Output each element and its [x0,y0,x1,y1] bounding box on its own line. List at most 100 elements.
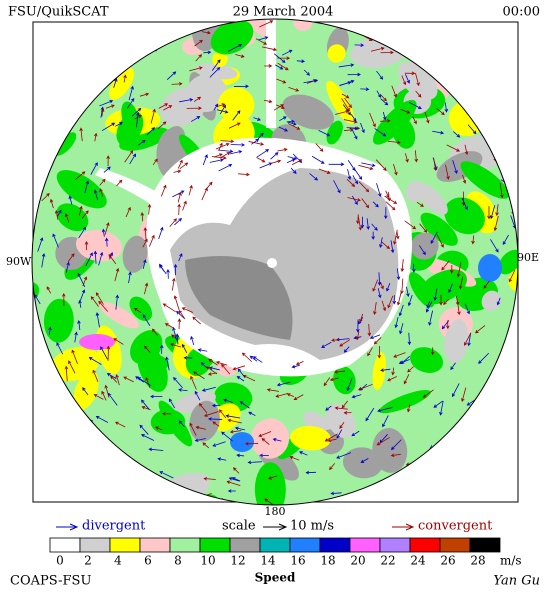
wind-arrow [134,115,142,120]
wind-arrow [237,368,246,378]
wind-arrow [104,237,109,247]
wind-arrow [351,430,360,437]
wind-arrow [414,150,419,163]
wind-arrow [366,218,370,230]
speed-patch [50,346,100,382]
wind-arrow [303,69,310,76]
wind-arrow [432,130,445,135]
wind-arrow [354,43,365,47]
wind-arrow [287,123,301,130]
wind-arrow [142,314,151,326]
colorbar-tick-label: 2 [84,554,92,568]
wind-arrow [238,172,250,177]
wind-arrow [218,163,233,172]
speed-patch [444,197,485,235]
wind-arrow [82,276,88,287]
wind-arrow [371,231,375,240]
wind-arrow [186,106,202,110]
map-border [31,18,519,506]
colorbar-swatch [169,537,201,553]
speed-patch [410,347,444,373]
wind-arrow [141,399,150,410]
wind-arrow [158,103,169,109]
wind-arrow [461,197,468,211]
speed-patch [282,94,334,130]
divergent-label: divergent [82,519,146,534]
wind-arrow [467,332,472,347]
wind-arrow [203,50,212,55]
wind-arrow [197,348,208,352]
wind-arrow [433,157,438,172]
wind-arrow [490,205,496,220]
wind-arrow [449,265,454,274]
wind-arrow [464,144,469,156]
wind-arrow [230,143,246,147]
colorbar-tick-label: 14 [260,554,276,568]
wind-arrow [135,376,145,383]
wind-arrow [412,116,417,125]
speed-patch [212,50,228,68]
wind-arrow [139,424,149,435]
colorbar-tick-label: 0 [56,554,64,568]
wind-arrow [426,300,431,309]
wind-arrow [359,313,364,323]
wind-arrow [173,263,178,275]
wind-arrow [236,453,245,458]
speed-patch [333,366,356,395]
wind-arrow [338,63,355,68]
wind-arrow [177,318,182,330]
wind-arrow [384,195,398,204]
wind-arrow [95,312,100,328]
divergent-arrow-head [69,523,79,531]
wind-arrow [269,159,282,165]
wind-arrow [168,398,176,409]
speed-patch [79,334,115,350]
wind-arrow [452,131,461,138]
wind-arrow [329,377,339,382]
wind-arrow [74,331,78,343]
speed-patch [414,182,448,215]
wind-arrow [217,457,227,461]
wind-arrow [471,235,475,245]
wind-arrow [336,429,343,439]
wind-arrow [248,141,265,146]
wind-arrow [200,362,208,369]
wind-arrow [424,111,430,124]
wind-arrow [136,111,140,128]
wind-arrow [325,405,332,411]
wind-arrow [404,220,417,230]
wind-arrow [128,85,134,101]
wind-arrow [195,425,206,430]
wind-arrow [295,360,304,366]
wind-arrow [139,92,150,97]
speed-patch [75,229,123,262]
colorbar-swatch [49,537,81,553]
wind-arrow [405,153,409,163]
wind-arrow [78,299,82,308]
speed-patch [158,126,186,165]
wind-arrow [252,356,263,363]
wind-arrow [384,207,388,220]
wind-arrow [177,203,181,216]
wind-arrow [379,237,383,249]
wind-arrow [266,388,279,392]
wind-arrow [172,190,185,198]
colorbar-tick-label: 28 [470,554,485,568]
wind-arrow [99,178,106,186]
wind-arrow [344,97,352,109]
speed-patch [410,232,439,260]
wind-arrow [381,241,391,250]
wind-arrow [65,213,70,223]
wind-arrow [228,44,243,52]
wind-arrow [347,72,361,77]
wind-arrow [78,226,87,239]
wind-arrow [79,127,83,142]
wind-arrow [339,422,345,429]
wind-arrow [377,407,393,413]
wind-arrow [248,411,256,417]
wind-arrow [105,104,115,109]
wind-arrow [382,111,387,121]
wind-arrow [334,406,348,410]
wind-arrow [367,324,372,337]
wind-arrow [375,159,387,171]
